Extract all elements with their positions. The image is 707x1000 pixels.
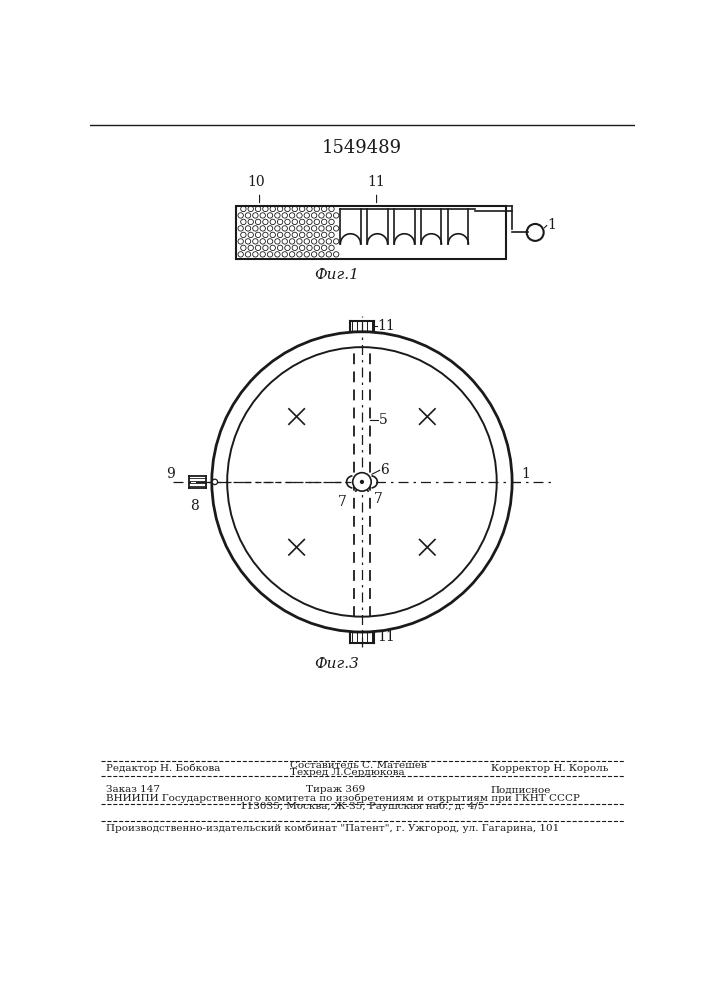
Circle shape [353, 473, 371, 491]
Text: 5: 5 [379, 413, 387, 427]
Text: Фиг.1: Фиг.1 [314, 268, 359, 282]
Bar [236, 206, 506, 259]
Text: 6: 6 [380, 463, 389, 477]
Text: 8: 8 [190, 499, 199, 513]
Circle shape [361, 480, 363, 483]
Text: ВНИИПИ Государственного комитета по изобретениям и открытиям при ГКНТ СССР: ВНИИПИ Государственного комитета по изоб… [105, 794, 580, 803]
Text: Корректор Н. Король: Корректор Н. Король [491, 764, 608, 773]
Text: 9: 9 [166, 467, 175, 481]
Text: Техред Л.Сердюкова: Техред Л.Сердюкова [291, 768, 405, 777]
Text: 7: 7 [338, 495, 346, 509]
Text: Тираж 369: Тираж 369 [305, 785, 365, 794]
Text: 10: 10 [247, 175, 264, 189]
Text: 113035, Москва, Ж-35, Раушская наб., д. 4/5: 113035, Москва, Ж-35, Раушская наб., д. … [240, 801, 484, 811]
Text: Производственно-издательский комбинат "Патент", г. Ужгород, ул. Гагарина, 101: Производственно-издательский комбинат "П… [105, 824, 559, 833]
Circle shape [212, 479, 218, 485]
Text: 1: 1 [547, 218, 556, 232]
Text: Заказ 147: Заказ 147 [105, 785, 160, 794]
Text: 11: 11 [378, 319, 395, 333]
Text: 1549489: 1549489 [322, 139, 402, 157]
Text: Подписное: Подписное [491, 785, 551, 794]
Text: 11: 11 [378, 630, 395, 644]
Text: Составитель С. Матешев: Составитель С. Матешев [291, 761, 427, 770]
Text: 7: 7 [374, 492, 383, 506]
Text: Редактор Н. Бобкова: Редактор Н. Бобкова [105, 764, 220, 773]
Text: 11: 11 [368, 175, 385, 189]
Text: Фиг.3: Фиг.3 [314, 657, 359, 671]
Text: 1: 1 [521, 467, 530, 481]
